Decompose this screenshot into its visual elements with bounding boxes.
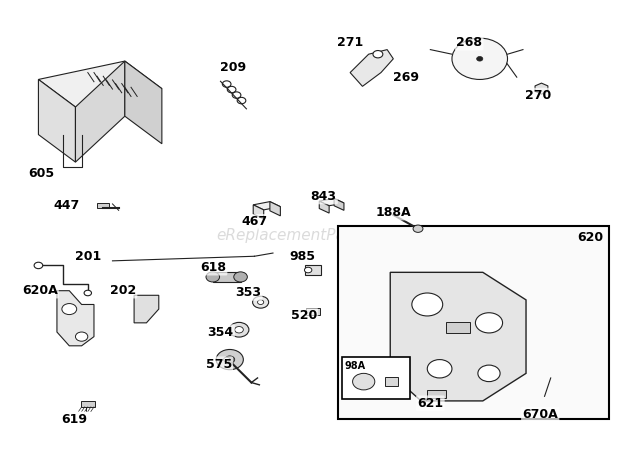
Circle shape [84,290,92,296]
Text: 98A: 98A [345,361,366,371]
Circle shape [373,50,383,58]
Polygon shape [57,291,94,346]
Text: eReplacementParts.com: eReplacementParts.com [216,228,404,243]
Polygon shape [76,61,125,162]
Text: 447: 447 [53,199,79,212]
Text: 354: 354 [208,326,234,339]
Text: 620: 620 [577,231,603,244]
Text: 605: 605 [29,167,55,180]
Polygon shape [390,272,526,401]
FancyBboxPatch shape [385,377,397,386]
Polygon shape [350,49,393,86]
Text: 620A: 620A [22,284,58,297]
Text: 271: 271 [337,36,363,49]
Polygon shape [134,295,159,323]
FancyBboxPatch shape [306,308,320,315]
Circle shape [478,365,500,382]
FancyBboxPatch shape [446,322,471,333]
Circle shape [252,296,268,308]
Polygon shape [253,205,264,219]
Text: 188A: 188A [376,206,411,219]
Circle shape [304,267,312,273]
Circle shape [216,349,243,370]
Circle shape [234,272,247,282]
Text: 270: 270 [525,89,552,102]
Text: 520: 520 [291,310,317,322]
Circle shape [225,356,235,363]
Circle shape [427,359,452,378]
FancyBboxPatch shape [306,266,321,274]
Polygon shape [270,201,280,216]
Text: 209: 209 [219,61,246,74]
FancyBboxPatch shape [81,401,95,407]
Polygon shape [319,198,344,206]
Text: 269: 269 [392,71,418,84]
Text: 575: 575 [205,358,232,371]
Polygon shape [319,201,329,213]
Polygon shape [253,201,280,210]
FancyBboxPatch shape [97,203,109,208]
Circle shape [76,332,88,341]
Circle shape [34,262,43,269]
Polygon shape [38,61,162,107]
Text: 843: 843 [311,190,337,203]
Text: 268: 268 [456,36,482,49]
Circle shape [477,56,483,61]
Text: 467: 467 [241,215,267,228]
Text: 202: 202 [110,284,136,297]
Text: 618: 618 [200,261,226,274]
FancyBboxPatch shape [427,390,446,398]
Circle shape [452,38,508,79]
Circle shape [62,304,77,315]
Bar [338,226,609,419]
Polygon shape [38,79,76,162]
Circle shape [235,327,243,333]
Circle shape [476,313,503,333]
Text: 353: 353 [235,286,261,299]
Polygon shape [535,83,548,94]
Circle shape [224,357,230,362]
Text: 670A: 670A [522,408,558,421]
Text: 985: 985 [290,250,316,263]
Circle shape [206,272,219,282]
Circle shape [257,300,264,304]
Circle shape [229,322,249,337]
Circle shape [413,225,423,232]
FancyBboxPatch shape [213,272,241,282]
Bar [342,357,410,399]
Circle shape [412,293,443,316]
Polygon shape [334,198,344,210]
Text: 619: 619 [61,413,87,426]
Text: 201: 201 [74,250,101,263]
Polygon shape [125,61,162,144]
Circle shape [353,373,375,390]
Text: 621: 621 [417,397,443,410]
